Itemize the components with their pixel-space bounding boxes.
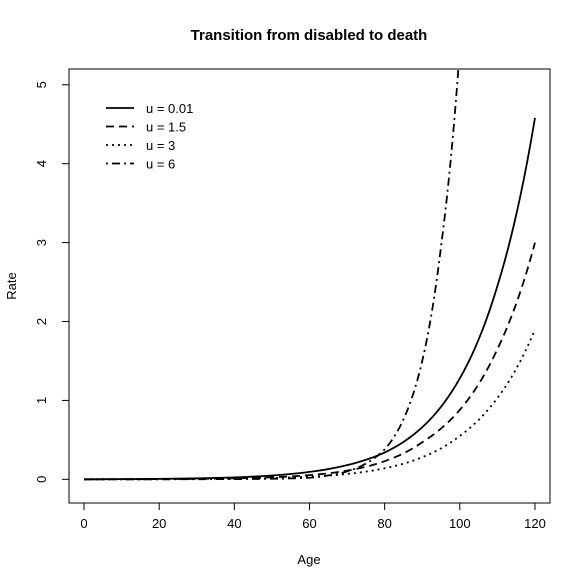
- x-axis: 0 20 40 60 80 100 120: [80, 502, 546, 531]
- x-tick-label: 120: [524, 516, 546, 531]
- legend-label-2: u = 1.5: [146, 120, 186, 135]
- plot-frame: [68, 68, 551, 504]
- x-tick-label: 20: [152, 516, 166, 531]
- y-tick-label: 0: [34, 476, 49, 483]
- legend-label-3: u = 3: [146, 138, 175, 153]
- x-tick-label: 0: [80, 516, 87, 531]
- series-line-3: [84, 329, 536, 481]
- plot-area: [84, 69, 536, 481]
- x-tick-label: 40: [227, 516, 241, 531]
- legend: u = 0.01 u = 1.5 u = 3 u = 6: [106, 101, 193, 172]
- x-tick-label: 60: [302, 516, 316, 531]
- y-axis-label: Rate: [4, 272, 19, 299]
- legend-label-4: u = 6: [146, 157, 175, 172]
- x-tick-label: 100: [449, 516, 471, 531]
- series-lines: [84, 69, 536, 481]
- chart-title: Transition from disabled to death: [191, 27, 428, 44]
- series-line-2: [84, 242, 536, 481]
- y-tick-label: 1: [34, 397, 49, 404]
- series-line-1: [84, 117, 536, 481]
- x-tick-label: 80: [377, 516, 391, 531]
- y-axis: 0 1 2 3 4 5: [34, 81, 70, 483]
- y-tick-label: 2: [34, 318, 49, 325]
- y-tick-label: 4: [34, 160, 49, 167]
- legend-label-1: u = 0.01: [146, 101, 193, 116]
- y-tick-label: 5: [34, 81, 49, 88]
- y-tick-label: 3: [34, 239, 49, 246]
- series-line-4: [84, 69, 460, 481]
- x-axis-label: Age: [297, 552, 320, 567]
